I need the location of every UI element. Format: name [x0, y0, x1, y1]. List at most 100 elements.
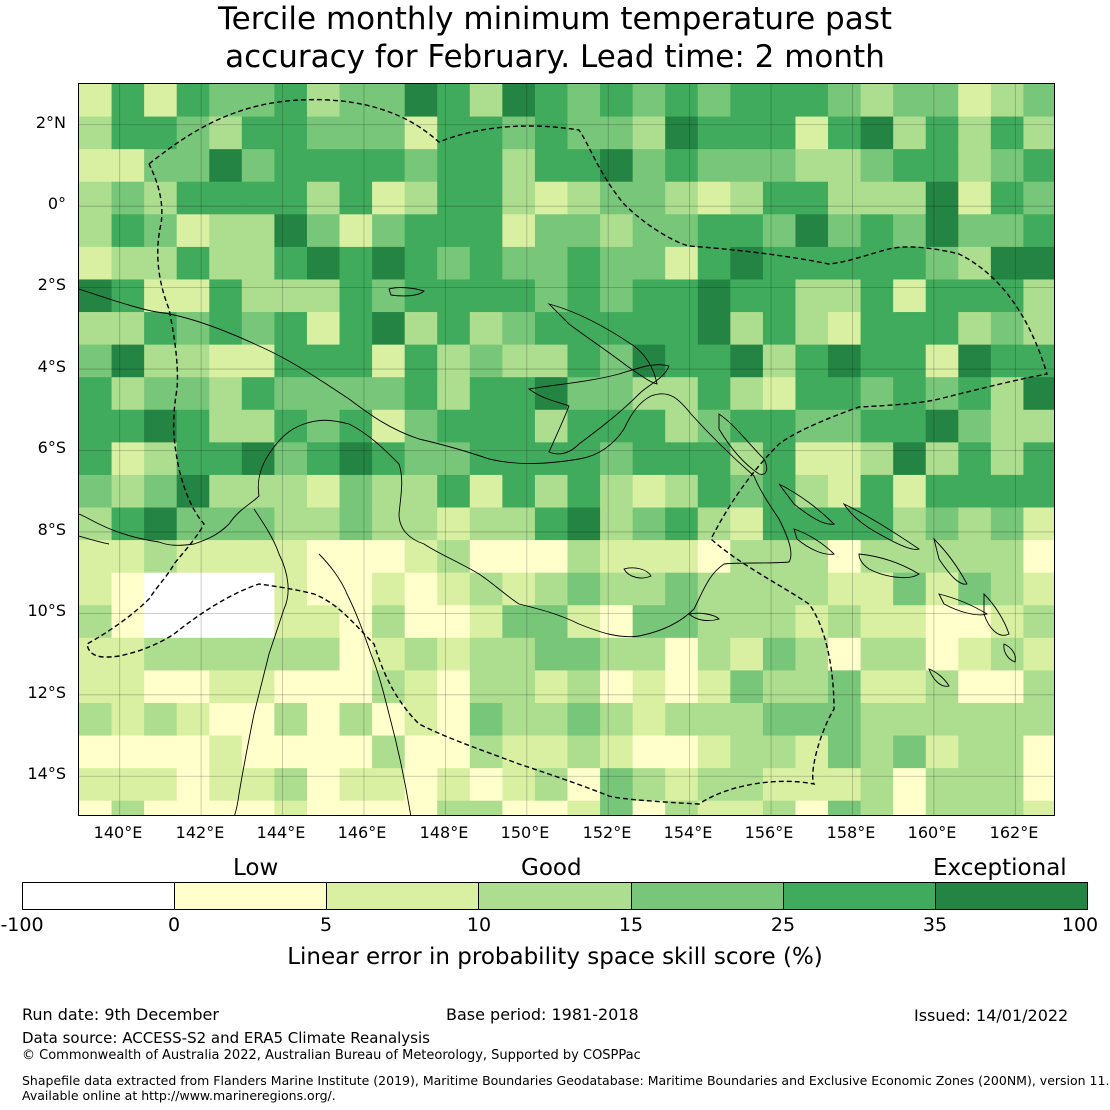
skill-cell [404, 540, 438, 574]
skill-cell [209, 84, 243, 118]
skill-cell [339, 116, 373, 150]
skill-cell [730, 377, 764, 411]
skill-cell [534, 214, 569, 248]
skill-cell [958, 377, 992, 411]
skill-cell [1023, 442, 1054, 476]
skill-cell [893, 540, 927, 574]
skill-cell [111, 149, 145, 183]
skill-cell [958, 181, 992, 215]
skill-cell [762, 605, 797, 639]
colorbar-tick: 10 [466, 914, 492, 936]
skill-cell [372, 474, 406, 509]
skill-cell [600, 474, 634, 509]
skill-cell [730, 181, 764, 215]
skill-cell [567, 409, 601, 443]
colorbar-tick: 0 [167, 914, 181, 936]
skill-cell [437, 768, 471, 802]
skill-cell [893, 344, 927, 378]
skill-cell [469, 768, 503, 802]
skill-cell [567, 670, 601, 704]
bougainville-coastline [718, 413, 768, 475]
skill-cell [567, 377, 601, 411]
skill-cell [534, 702, 569, 737]
skill-cell [437, 800, 471, 815]
skill-cell [828, 279, 862, 313]
skill-cell [600, 637, 634, 671]
skill-cell [730, 702, 764, 737]
skill-cell [567, 116, 601, 150]
issued-date: Issued: 14/01/2022 [914, 1006, 1069, 1025]
skill-cell [144, 474, 178, 509]
skill-cell [79, 214, 113, 248]
skill-cell [306, 540, 341, 574]
skill-cell [502, 702, 536, 737]
skill-cell [697, 84, 731, 118]
skill-cell [469, 149, 503, 183]
skill-cell [762, 214, 797, 248]
skill-cell [925, 735, 959, 769]
skill-cell [437, 474, 471, 509]
skill-cell [404, 84, 438, 118]
skill-cell [1023, 181, 1054, 215]
skill-cell [437, 605, 471, 639]
skill-cell [925, 605, 959, 639]
skill-cell [958, 605, 992, 639]
new-britain-coastline [527, 364, 670, 455]
skill-cell [437, 572, 471, 606]
skill-cell [372, 670, 406, 704]
skill-cell [958, 702, 992, 737]
skill-cell [828, 735, 862, 769]
skill-cell [111, 735, 145, 769]
skill-cell [860, 409, 894, 443]
skill-cell [697, 670, 731, 704]
skill-cell [209, 377, 243, 411]
skill-cell [762, 735, 797, 769]
skill-cell [828, 84, 862, 118]
skill-cell [665, 540, 699, 574]
skill-cell [567, 442, 601, 476]
skill-cell [828, 181, 862, 215]
skill-cell [828, 149, 862, 183]
skill-cell [306, 507, 341, 541]
skill-cell [437, 246, 471, 281]
skill-cell [241, 605, 275, 639]
skill-cell [534, 442, 569, 476]
skill-cell [144, 409, 178, 443]
skill-cell [828, 344, 862, 378]
skill-cell [339, 442, 373, 476]
skill-cell [600, 116, 634, 150]
skill-cell [632, 507, 666, 541]
skill-cell [730, 474, 764, 509]
skill-cell [665, 768, 699, 802]
skill-cell [404, 800, 438, 815]
skill-cell [176, 637, 210, 671]
skill-cell [79, 540, 113, 574]
skill-cell [925, 214, 959, 248]
skill-cell [828, 768, 862, 802]
skill-cell [534, 540, 569, 574]
skill-cell [958, 344, 992, 378]
lon-tick-label: 148°E [419, 823, 469, 842]
skill-cell [893, 702, 927, 737]
skill-cell [795, 312, 829, 346]
skill-cell [144, 670, 178, 704]
skill-cell [306, 149, 341, 183]
skill-cell [632, 768, 666, 802]
skill-cell [176, 279, 210, 313]
skill-cell [469, 116, 503, 150]
skill-cell [372, 507, 406, 541]
skill-cell [176, 84, 210, 118]
skill-cell [241, 214, 275, 248]
skill-cell [372, 540, 406, 574]
skill-cell [469, 800, 503, 815]
skill-cell [632, 409, 666, 443]
skill-cell [79, 84, 113, 118]
skill-cell [697, 344, 731, 378]
skill-cell [176, 181, 210, 215]
skill-cell [404, 214, 438, 248]
colorbar-tick: 25 [770, 914, 796, 936]
new-georgia-coastline [793, 528, 835, 555]
skill-cell [1023, 572, 1054, 606]
new-guinea-coastline [79, 288, 792, 638]
skill-cell [632, 735, 666, 769]
